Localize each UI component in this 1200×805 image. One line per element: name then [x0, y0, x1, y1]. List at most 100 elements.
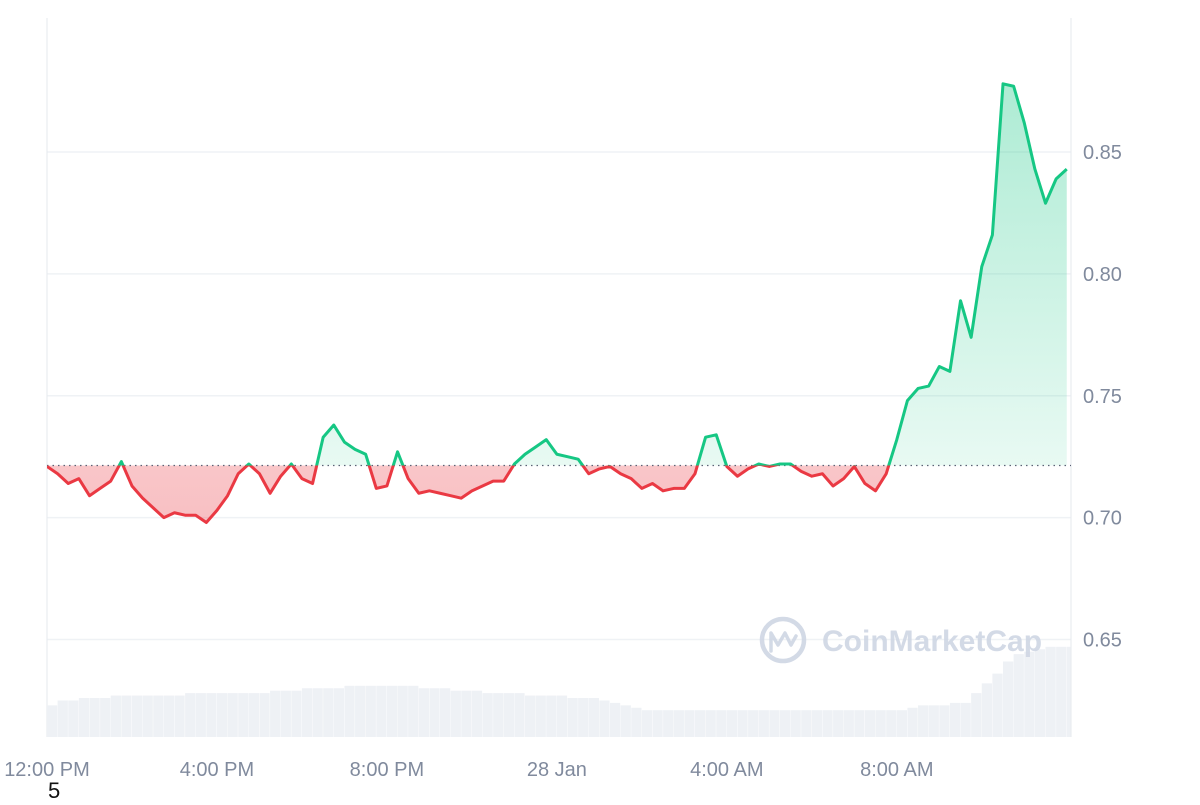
volume-bar — [896, 710, 908, 737]
grid-lines — [47, 151, 1071, 641]
volume-bar — [843, 710, 854, 737]
volume-bar — [918, 705, 929, 737]
volume-bar — [1056, 646, 1067, 737]
volume-bar — [482, 693, 493, 737]
volume-bar — [748, 710, 759, 737]
volume-bar — [291, 690, 302, 737]
volume-bars — [47, 646, 1071, 737]
volume-bar — [503, 693, 514, 737]
volume-bar — [493, 693, 504, 737]
volume-bar — [758, 710, 769, 737]
volume-bar — [833, 710, 844, 737]
volume-bar — [790, 710, 801, 737]
volume-bar — [907, 707, 918, 737]
volume-bar — [323, 688, 334, 737]
volume-bar — [694, 710, 706, 737]
volume-bar — [525, 695, 536, 737]
volume-bar — [471, 690, 483, 737]
volume-bar — [609, 702, 621, 737]
y-tick-label: 0.85 — [1083, 142, 1122, 164]
volume-bar — [769, 710, 780, 737]
volume-bar — [684, 710, 695, 737]
volume-bar — [1066, 646, 1071, 737]
area-below-baseline — [47, 465, 1067, 523]
volume-bar — [450, 690, 461, 737]
y-axis-labels: 0.65 0.70 0.75 0.80 0.85 — [1083, 142, 1122, 651]
volume-bar — [259, 693, 270, 737]
volume-bar — [599, 700, 610, 737]
volume-bar — [121, 695, 132, 737]
volume-bar — [163, 695, 175, 737]
volume-bar — [386, 685, 398, 737]
volume-bar — [365, 685, 376, 737]
volume-bar — [195, 693, 206, 737]
x-tick-label: 8:00 AM — [860, 759, 933, 781]
volume-bar — [663, 710, 674, 737]
volume-bar — [185, 693, 196, 737]
volume-bar — [546, 695, 557, 737]
volume-bar — [142, 695, 153, 737]
volume-bar — [673, 710, 684, 737]
volume-bar — [1003, 661, 1014, 737]
volume-bar — [928, 705, 939, 737]
volume-bar — [153, 695, 164, 737]
volume-bar — [1024, 651, 1035, 737]
volume-bar — [716, 710, 727, 737]
volume-bar — [886, 710, 897, 737]
volume-bar — [270, 690, 281, 737]
price-line-above — [47, 82, 1068, 466]
volume-bar — [68, 700, 79, 737]
volume-bar — [57, 700, 68, 737]
volume-bar — [418, 688, 430, 737]
volume-bar — [801, 710, 812, 737]
volume-bar — [822, 710, 833, 737]
volume-bar — [567, 698, 578, 737]
volume-bar — [1045, 646, 1056, 737]
volume-bar — [949, 702, 961, 737]
volume-bar — [811, 710, 823, 737]
volume-bar — [216, 693, 228, 737]
plot-frame — [46, 18, 1072, 737]
volume-bar — [960, 702, 971, 737]
volume-bar — [344, 685, 355, 737]
volume-bar — [641, 710, 653, 737]
volume-bar — [864, 710, 876, 737]
y-tick-label: 0.65 — [1083, 630, 1122, 652]
volume-bar — [556, 695, 568, 737]
volume-bar — [376, 685, 387, 737]
volume-bar — [939, 705, 950, 737]
volume-bar — [174, 695, 185, 737]
y-tick-label: 0.70 — [1083, 508, 1122, 530]
volume-bar — [588, 698, 599, 737]
volume-bar — [440, 688, 451, 737]
coinmarketcap-logo-icon — [759, 616, 807, 664]
price-area-fill — [47, 83, 1067, 523]
volume-bar — [737, 710, 748, 737]
volume-bar — [312, 688, 323, 737]
volume-bar — [408, 685, 419, 737]
volume-bar — [992, 673, 1003, 737]
price-line — [47, 82, 1068, 525]
x-axis-labels: 12:00 PM 4:00 PM 8:00 PM 28 Jan 4:00 AM 8:00 … — [4, 759, 933, 781]
volume-bar — [726, 710, 738, 737]
volume-bar — [461, 690, 472, 737]
volume-bar — [333, 688, 345, 737]
coinmarketcap-watermark: CoinMarketCap — [759, 616, 1042, 664]
volume-bar — [981, 683, 992, 737]
volume-bar — [47, 705, 58, 737]
volume-bar — [875, 710, 886, 737]
price-line-below — [47, 465, 891, 525]
volume-bar — [578, 698, 589, 737]
volume-bar — [971, 693, 982, 737]
x-tick-label: 12:00 PM — [4, 759, 90, 781]
volume-bar — [227, 693, 238, 737]
x-tick-label: 8:00 PM — [350, 759, 424, 781]
y-tick-label: 0.80 — [1083, 264, 1122, 286]
volume-bar — [89, 698, 100, 737]
volume-bar — [854, 710, 865, 737]
volume-bar — [301, 688, 313, 737]
volume-bar — [429, 688, 440, 737]
volume-bar — [78, 698, 90, 737]
volume-bar — [779, 710, 791, 737]
